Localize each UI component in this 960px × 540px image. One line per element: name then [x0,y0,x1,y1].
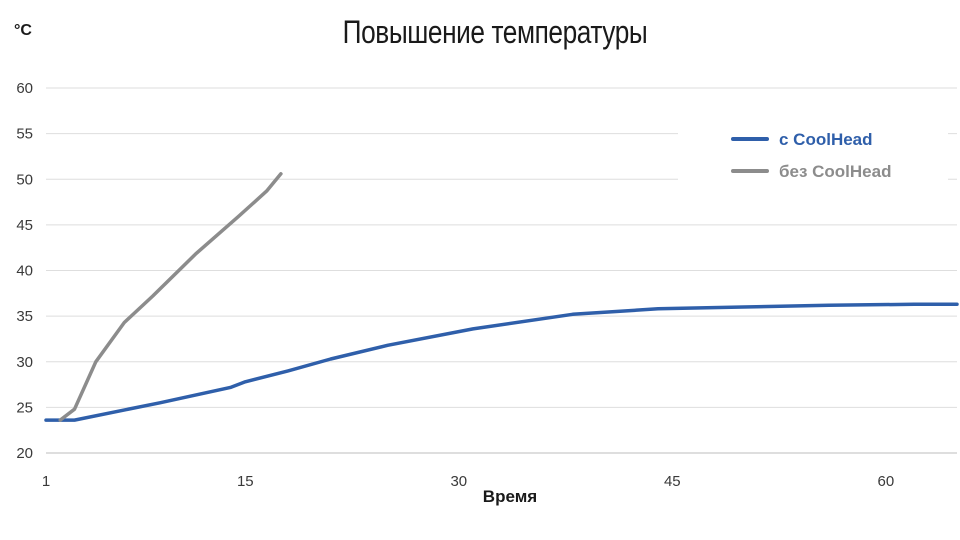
y-tick-label: 35 [16,308,33,325]
x-tick-label: 45 [664,473,681,490]
x-tick-label: 15 [237,473,254,490]
series-line-0 [44,302,959,422]
legend-label-0: с CoolHead [779,130,873,149]
y-tick-label: 50 [16,171,33,188]
y-tick-label: 30 [16,354,33,371]
y-tick-label: 60 [16,80,33,97]
y-tick-label: 40 [16,263,33,280]
chart-title: Повышение температуры [342,14,648,50]
x-tick-label: 60 [877,473,894,490]
x-tick-label: 1 [42,473,50,490]
y-axis-unit-label: °C [14,22,32,39]
y-tick-label: 20 [16,445,33,462]
x-axis-title: Время [482,487,538,506]
y-tick-label: 25 [16,399,33,416]
legend-background [678,118,948,190]
y-tick-label: 55 [16,126,33,143]
y-tick-label: 45 [16,217,33,234]
legend: с CoolHead без CoolHead [678,118,948,190]
series-line-1 [58,172,283,422]
legend-label-1: без CoolHead [779,162,891,181]
x-tick-label: 30 [450,473,467,490]
